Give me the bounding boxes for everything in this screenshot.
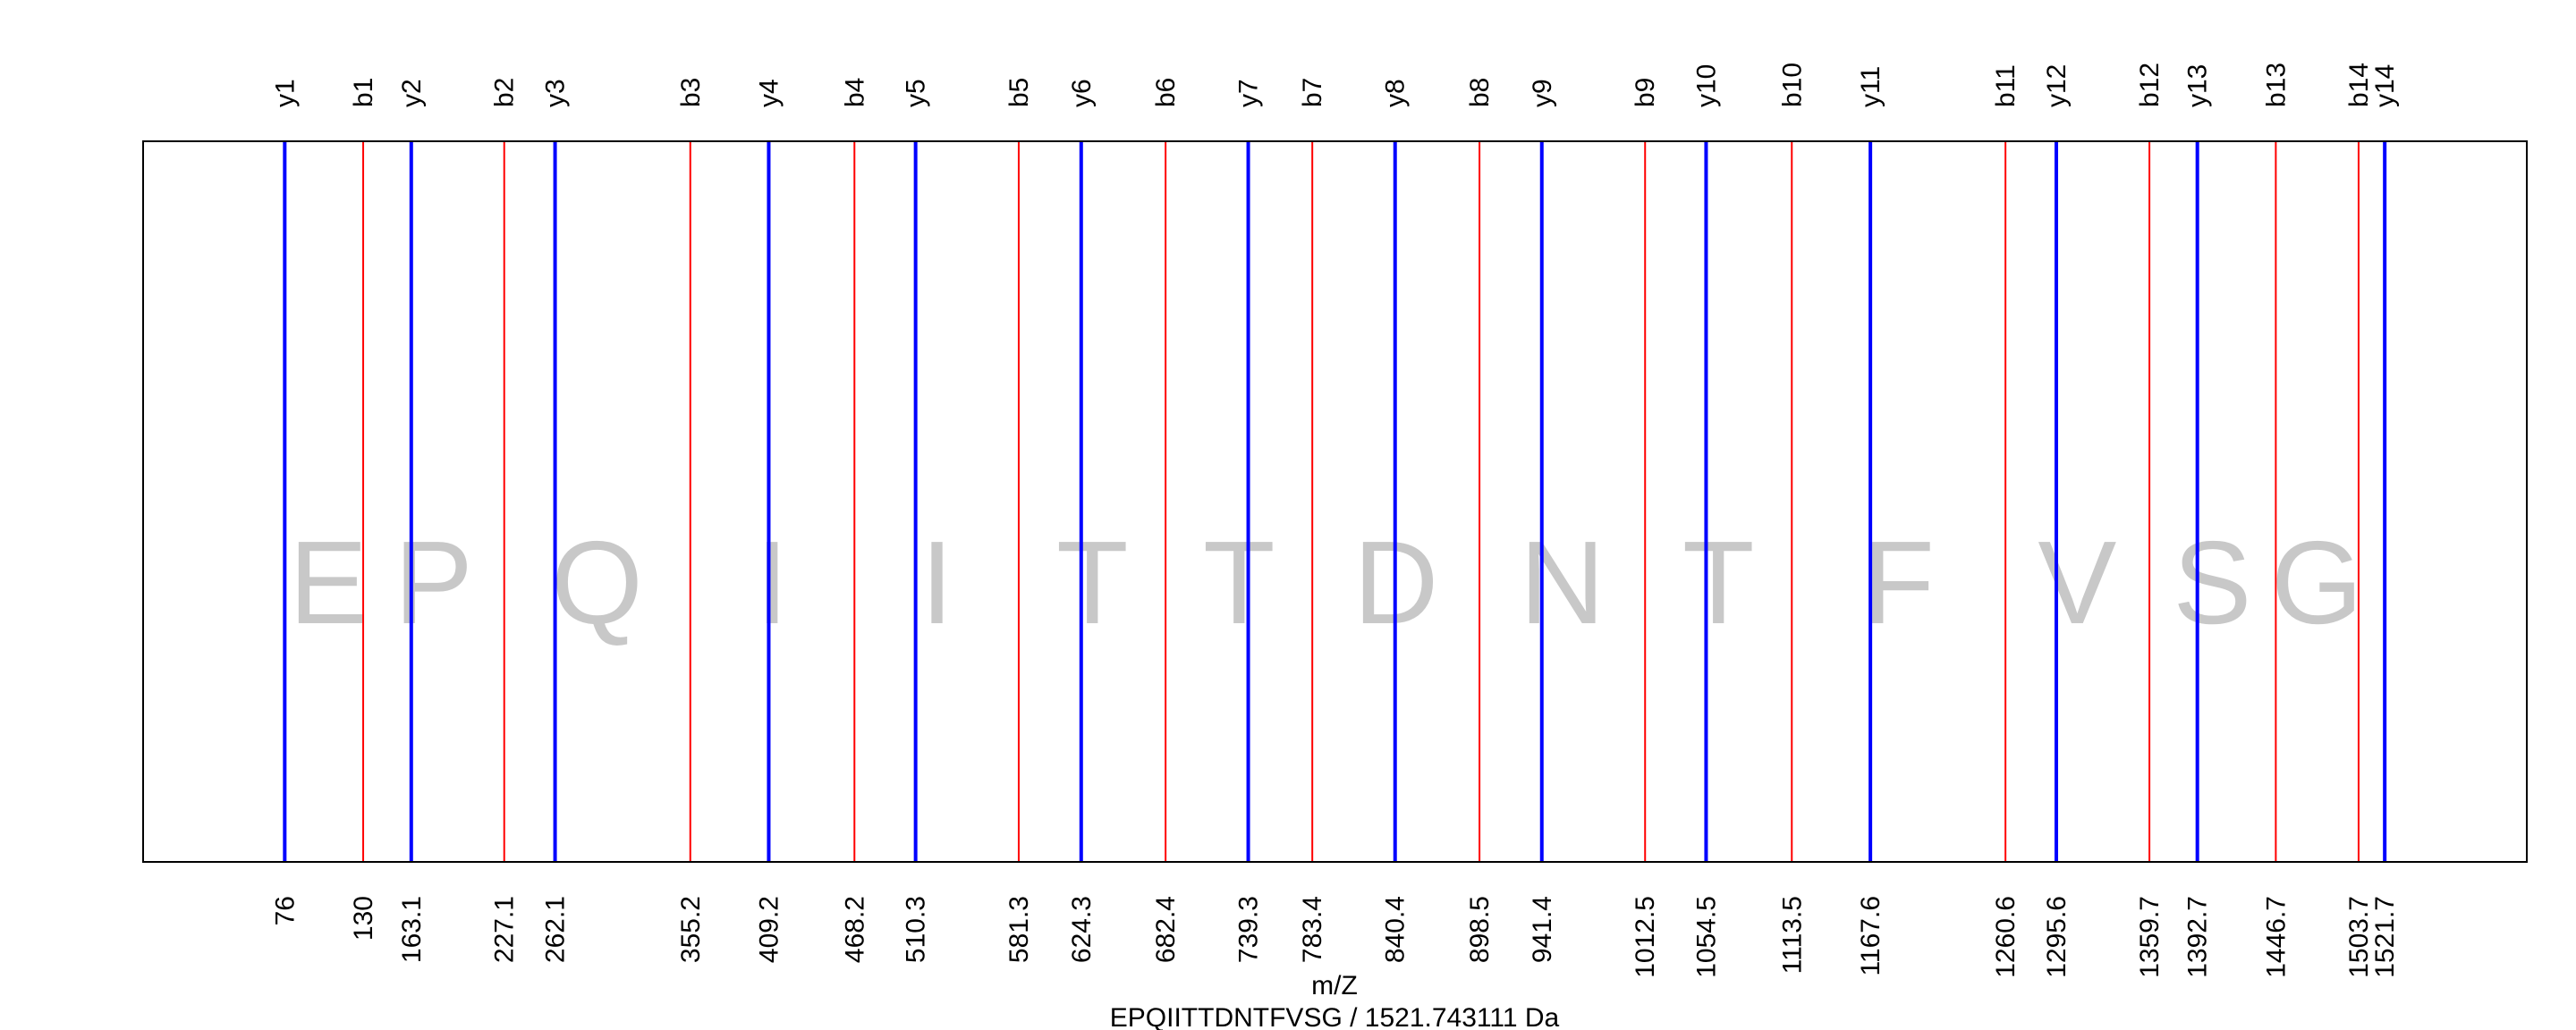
mz-label-b5: 581.3: [1004, 896, 1034, 963]
sequence-letter-7: T: [1203, 517, 1275, 648]
sequence-letter-4: I: [756, 517, 789, 648]
ion-label-b11: b11: [1991, 64, 2021, 107]
mz-label-b14: 1503.7: [2344, 896, 2374, 978]
ion-label-b2: b2: [490, 78, 520, 107]
mz-label-b3: 355.2: [676, 896, 706, 963]
ion-label-y1: y1: [270, 79, 300, 107]
mz-label-y13: 1392.7: [2183, 896, 2213, 978]
sequence-letter-3: Q: [551, 517, 643, 648]
ion-label-b7: b7: [1298, 78, 1327, 107]
mz-label-b13: 1446.7: [2261, 896, 2291, 978]
ion-label-y8: y8: [1381, 79, 1411, 107]
ion-label-y12: y12: [2042, 64, 2072, 107]
mz-label-b8: 898.5: [1465, 896, 1495, 963]
mz-label-y2: 163.1: [397, 896, 427, 963]
ion-label-b5: b5: [1004, 78, 1034, 107]
ion-label-y2: y2: [397, 79, 427, 107]
mz-label-y9: 941.4: [1528, 896, 1557, 963]
mz-label-y11: 1167.6: [1856, 896, 1885, 976]
mz-label-y12: 1295.6: [2042, 896, 2072, 978]
mz-label-y7: 739.3: [1234, 896, 1264, 963]
mz-label-b11: 1260.6: [1991, 896, 2021, 978]
ion-label-b8: b8: [1465, 78, 1495, 107]
sequence-letter-12: V: [2038, 517, 2116, 648]
ion-label-b14: b14: [2344, 63, 2374, 107]
ion-label-b12: b12: [2135, 63, 2165, 107]
ion-label-y9: y9: [1528, 79, 1557, 107]
sequence-letter-14: G: [2271, 517, 2363, 648]
peptide-subtitle: EPQIITTDNTFVSG / 1521.743111 Da: [1110, 1003, 1560, 1030]
x-axis-title: m/Z: [1311, 971, 1358, 1000]
sequence-letter-6: T: [1056, 517, 1129, 648]
sequence-letter-1: E: [289, 517, 368, 648]
ion-label-y13: y13: [2183, 64, 2213, 107]
ion-labels: y1 b1 y2 b2 y3 b3 y4 b4 y5 b5 y6 b6 y7 b7 y8 b8 y9 b9 y10 b…: [270, 63, 2400, 107]
mz-label-b6: 682.4: [1151, 896, 1181, 963]
mz-label-b1: 130: [349, 896, 378, 941]
ion-label-y3: y3: [541, 79, 571, 107]
ion-label-b6: b6: [1151, 78, 1181, 107]
mz-label-y3: 262.1: [541, 896, 571, 963]
mz-label-y5: 510.3: [902, 896, 931, 963]
sequence-letter-5: I: [920, 517, 953, 648]
ion-label-b9: b9: [1631, 78, 1660, 107]
mz-label-b4: 468.2: [840, 896, 869, 963]
mz-label-y10: 1054.5: [1691, 896, 1721, 978]
mz-label-b12: 1359.7: [2135, 896, 2165, 978]
sequence-letter-2: P: [394, 517, 473, 648]
sequence-letter-13: S: [2173, 517, 2251, 648]
ion-label-y4: y4: [754, 79, 784, 107]
mz-label-b2: 227.1: [490, 896, 520, 963]
ion-label-b4: b4: [840, 78, 869, 107]
sequence-letter-10: T: [1682, 517, 1755, 648]
mz-label-y8: 840.4: [1381, 896, 1411, 963]
ion-label-b13: b13: [2261, 63, 2291, 107]
plot-frame: [142, 140, 2528, 863]
ion-label-y10: y10: [1691, 64, 1721, 107]
ion-label-b3: b3: [676, 78, 706, 107]
mz-label-y1: 76: [270, 896, 300, 925]
ion-label-b10: b10: [1777, 63, 1807, 107]
sequence-letter-9: N: [1520, 517, 1605, 648]
mz-label-y6: 624.3: [1067, 896, 1097, 963]
ion-label-b1: b1: [349, 78, 378, 107]
mz-label-b7: 783.4: [1298, 896, 1327, 963]
mz-label-y14: 1521.7: [2370, 896, 2400, 978]
mz-labels: 76 130 163.1 227.1 262.1 355.2 409.2 468.2 510.3…: [270, 896, 2400, 978]
mz-label-b9: 1012.5: [1631, 896, 1660, 978]
mz-label-y4: 409.2: [754, 896, 784, 963]
ion-label-y14: y14: [2370, 64, 2400, 107]
ion-label-y5: y5: [902, 79, 931, 107]
ion-label-y11: y11: [1856, 66, 1885, 107]
ion-label-y7: y7: [1234, 79, 1264, 107]
ion-label-y6: y6: [1067, 79, 1097, 107]
sequence-letter-11: F: [1862, 517, 1935, 648]
ion-lines: [283, 141, 2387, 862]
mz-label-b10: 1113.5: [1777, 896, 1807, 974]
